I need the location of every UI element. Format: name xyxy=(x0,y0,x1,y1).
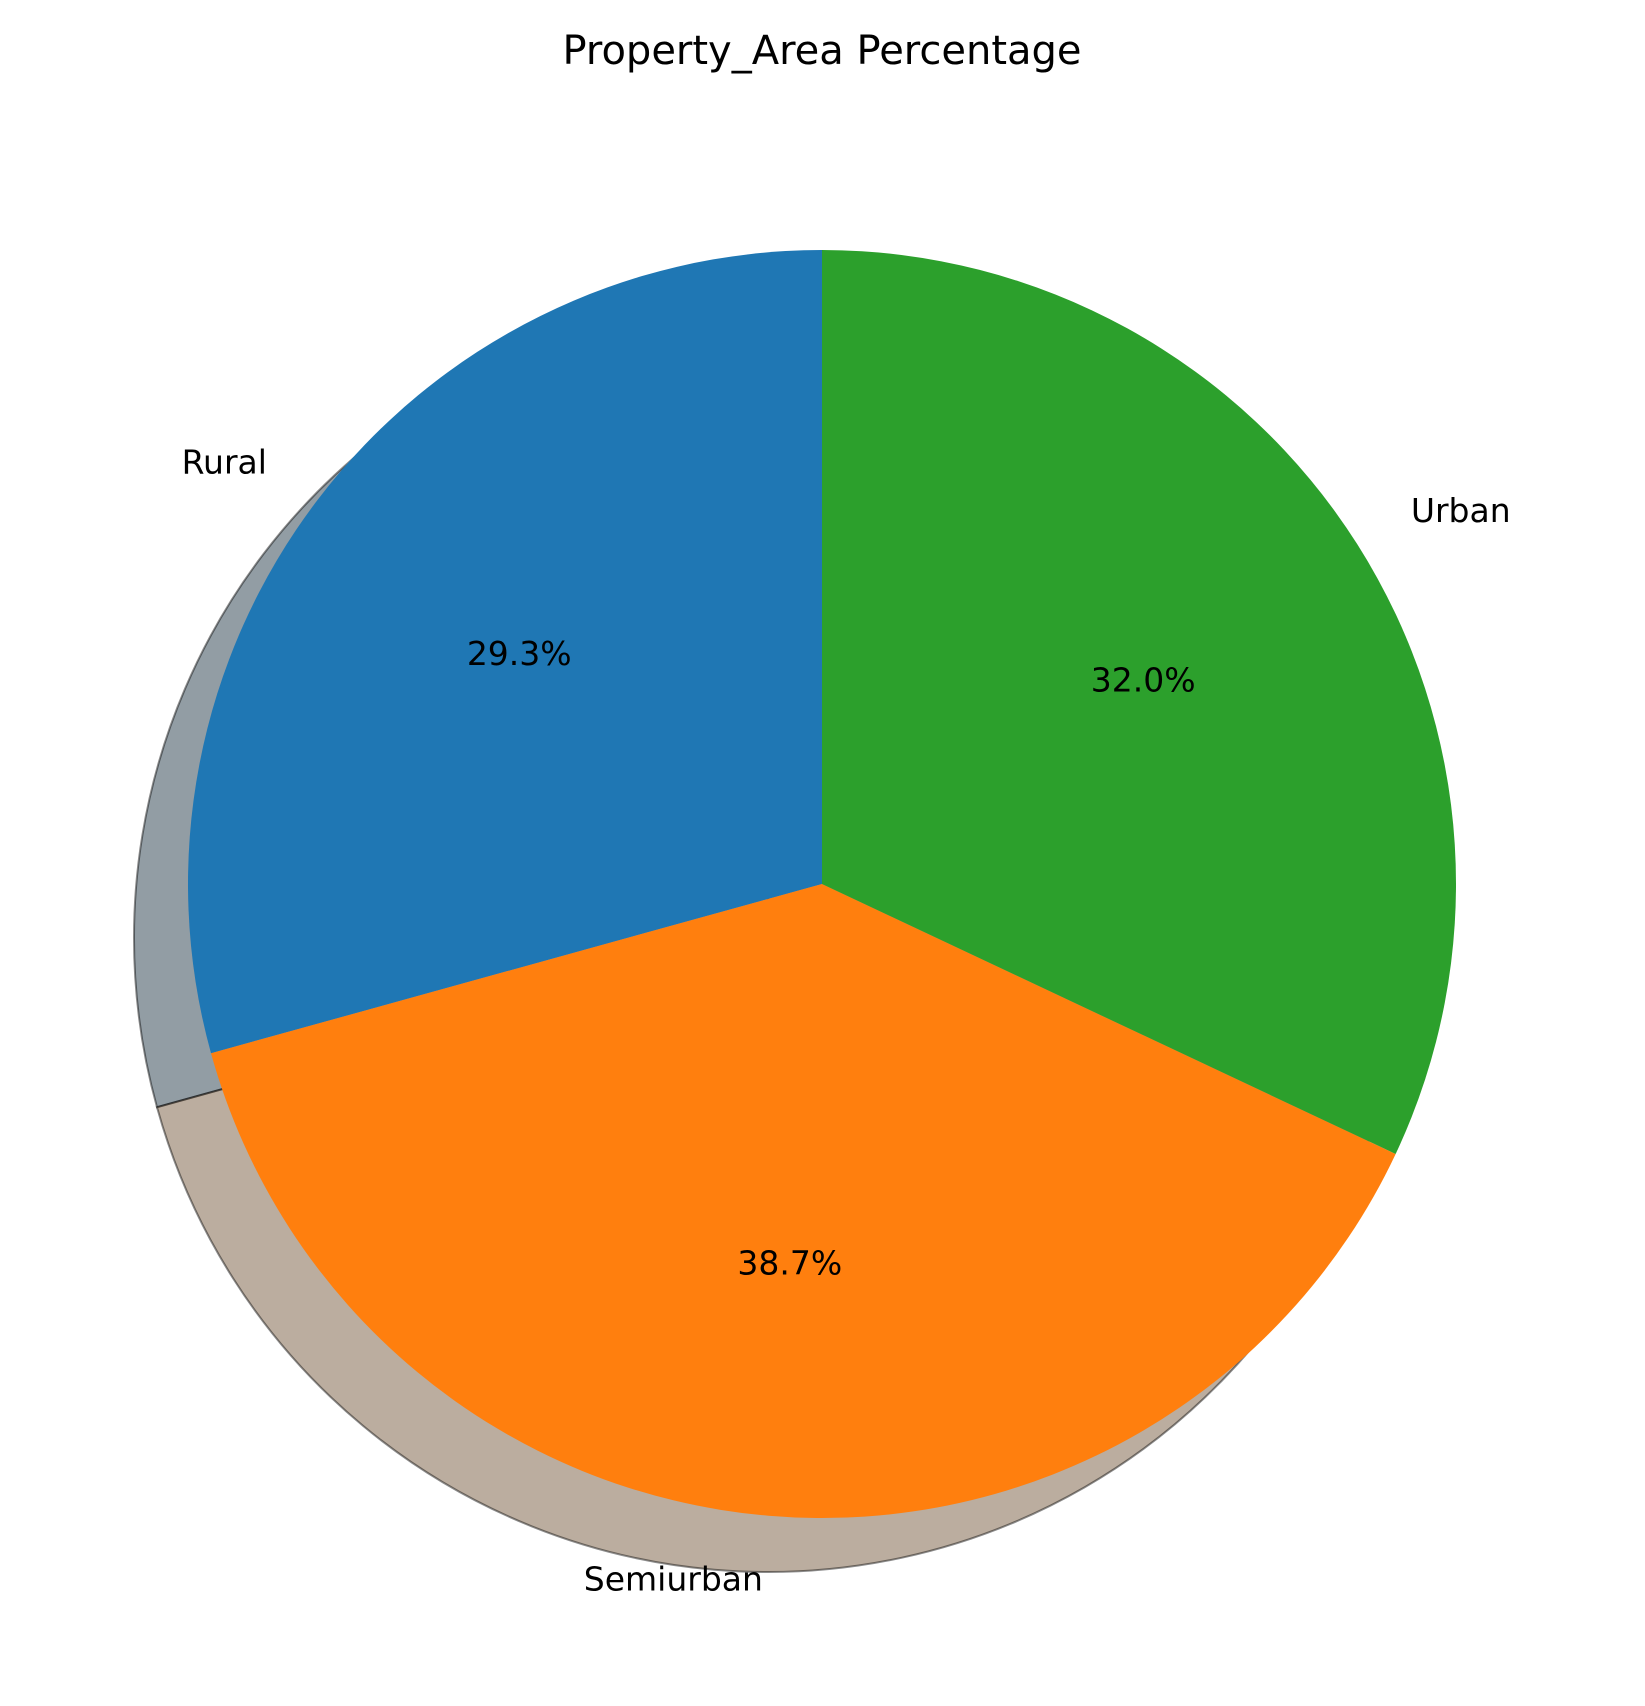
chart-title: Property_Area Percentage xyxy=(562,28,1081,74)
pie-slice-urban xyxy=(822,250,1457,1154)
pie-slice-semiurban xyxy=(210,884,1396,1518)
slice-percent-semiurban: 38.7% xyxy=(737,1244,842,1283)
slice-percent-rural: 29.3% xyxy=(467,634,572,673)
slice-label-rural: Rural xyxy=(182,442,267,481)
slice-percent-urban: 32.0% xyxy=(1091,661,1196,700)
pie-labels: Rural 29.3% Semiurban 38.7% Urban 32.0% xyxy=(182,442,1511,1598)
pie-slices xyxy=(188,250,1457,1518)
slice-label-semiurban: Semiurban xyxy=(584,1559,763,1598)
slice-label-urban: Urban xyxy=(1411,491,1511,530)
pie-slice-rural xyxy=(188,250,823,1054)
